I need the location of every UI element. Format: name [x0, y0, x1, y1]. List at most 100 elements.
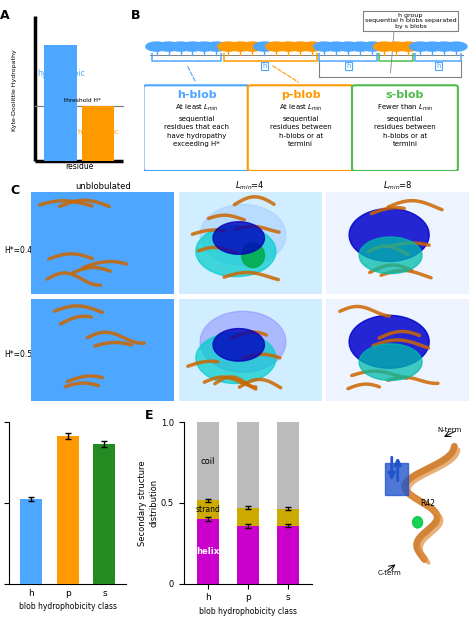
Polygon shape — [206, 42, 227, 51]
Bar — [197, 519, 219, 584]
Polygon shape — [266, 42, 287, 51]
Polygon shape — [385, 463, 408, 495]
Ellipse shape — [45, 340, 71, 356]
Text: h: h — [262, 63, 267, 69]
Bar — [237, 422, 259, 508]
Polygon shape — [349, 209, 429, 261]
Polygon shape — [194, 42, 215, 51]
Text: threshold H*: threshold H* — [64, 98, 101, 103]
Polygon shape — [158, 42, 179, 51]
Ellipse shape — [45, 233, 71, 248]
Text: helix: helix — [196, 547, 219, 556]
X-axis label: blob hydrophobicity class: blob hydrophobicity class — [199, 607, 297, 615]
Text: h-blob: h-blob — [177, 90, 216, 100]
Bar — [82, 106, 114, 161]
Polygon shape — [182, 42, 203, 51]
Polygon shape — [40, 198, 165, 284]
Polygon shape — [213, 329, 264, 361]
Text: h: h — [346, 63, 351, 69]
Text: C: C — [10, 184, 19, 197]
Text: A: A — [0, 9, 10, 22]
Text: residue: residue — [65, 162, 93, 171]
Polygon shape — [230, 42, 251, 51]
Text: H*=0.4: H*=0.4 — [4, 246, 32, 255]
Text: coil: coil — [201, 457, 215, 466]
Text: s-blob: s-blob — [386, 90, 424, 100]
Polygon shape — [170, 42, 191, 51]
Bar — [45, 45, 77, 161]
Text: Kyte-Doolittle Hydropathy: Kyte-Doolittle Hydropathy — [12, 49, 17, 131]
Ellipse shape — [123, 254, 146, 271]
Text: At least $L_{min}$
sequential
residues that each
have hydropathy
exceeding H*: At least $L_{min}$ sequential residues t… — [164, 103, 229, 147]
Polygon shape — [200, 311, 286, 373]
Bar — [277, 509, 300, 525]
Polygon shape — [213, 222, 264, 254]
Bar — [93, 444, 115, 584]
Y-axis label: Secondary structure
distribution: Secondary structure distribution — [138, 460, 158, 546]
Polygon shape — [337, 42, 359, 51]
Polygon shape — [326, 42, 347, 51]
Polygon shape — [410, 42, 431, 51]
Polygon shape — [254, 42, 275, 51]
Polygon shape — [359, 237, 422, 274]
Polygon shape — [242, 42, 263, 51]
Ellipse shape — [123, 211, 146, 228]
Text: C-term: C-term — [378, 569, 401, 576]
Text: h: h — [436, 63, 440, 69]
Polygon shape — [374, 42, 395, 51]
Bar — [57, 436, 79, 584]
Title: $L_{min}$=8: $L_{min}$=8 — [383, 179, 412, 193]
X-axis label: blob hydrophobicity class: blob hydrophobicity class — [19, 602, 117, 611]
Text: Fewer than $L_{min}$
sequential
residues between
h-blobs or at
termini: Fewer than $L_{min}$ sequential residues… — [374, 103, 436, 147]
FancyBboxPatch shape — [352, 85, 458, 171]
Ellipse shape — [92, 369, 113, 388]
Polygon shape — [200, 204, 286, 266]
Text: non-
hydrophobic: non- hydrophobic — [77, 122, 118, 135]
Ellipse shape — [92, 308, 113, 327]
Ellipse shape — [92, 263, 113, 281]
Bar — [197, 501, 219, 519]
Ellipse shape — [123, 318, 146, 335]
Bar — [197, 422, 219, 501]
Text: B: B — [130, 9, 140, 22]
Polygon shape — [314, 42, 335, 51]
Bar — [20, 499, 42, 584]
Polygon shape — [301, 42, 323, 51]
Bar — [277, 422, 300, 509]
Polygon shape — [196, 226, 276, 277]
Text: At least $L_{min}$
sequential
residues between
h-blobs or at
termini: At least $L_{min}$ sequential residues b… — [270, 103, 331, 147]
Text: h group
sequential h blobs separated
by s blobs: h group sequential h blobs separated by … — [365, 12, 456, 29]
Bar — [237, 508, 259, 527]
FancyBboxPatch shape — [248, 85, 354, 171]
Polygon shape — [196, 333, 276, 384]
Polygon shape — [446, 42, 467, 51]
Polygon shape — [218, 42, 239, 51]
Text: R42: R42 — [420, 499, 435, 508]
Polygon shape — [278, 42, 299, 51]
Polygon shape — [40, 305, 165, 391]
Ellipse shape — [123, 361, 146, 378]
Ellipse shape — [59, 211, 82, 228]
Polygon shape — [349, 315, 429, 368]
Ellipse shape — [59, 254, 82, 271]
Polygon shape — [386, 42, 407, 51]
Ellipse shape — [59, 361, 82, 378]
Text: hydrophobic: hydrophobic — [37, 70, 84, 78]
Polygon shape — [421, 42, 443, 51]
Polygon shape — [242, 243, 264, 268]
Text: H*=0.5: H*=0.5 — [4, 350, 32, 360]
Text: p-blob: p-blob — [281, 90, 320, 100]
Ellipse shape — [413, 517, 422, 528]
Text: N-term: N-term — [437, 427, 461, 433]
Title: $L_{min}$=4: $L_{min}$=4 — [235, 179, 265, 193]
Polygon shape — [434, 42, 455, 51]
Polygon shape — [398, 42, 419, 51]
Title: unblobulated: unblobulated — [75, 183, 130, 191]
Polygon shape — [359, 344, 422, 381]
Text: strand: strand — [195, 505, 220, 514]
Polygon shape — [350, 42, 371, 51]
Bar — [277, 525, 300, 584]
Ellipse shape — [135, 340, 161, 356]
Ellipse shape — [92, 201, 113, 220]
Polygon shape — [362, 42, 383, 51]
